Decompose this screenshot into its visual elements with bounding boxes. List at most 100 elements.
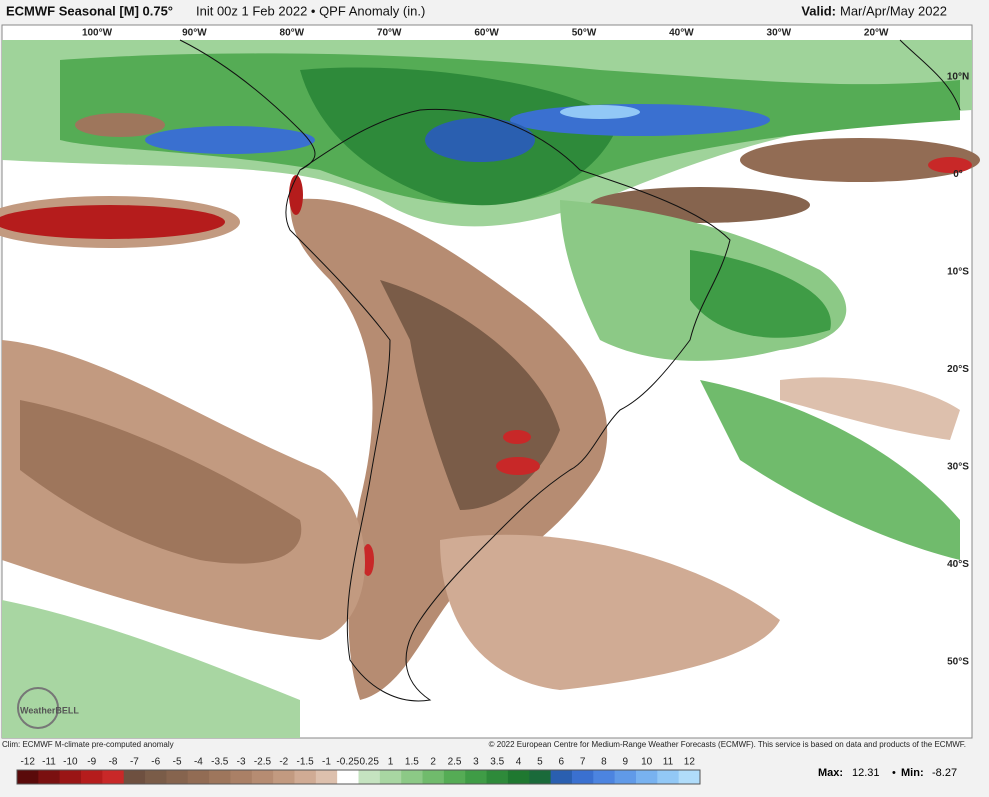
valid-value: Mar/Apr/May 2022 (840, 3, 947, 18)
min-value: -8.27 (932, 767, 957, 779)
colorbar-label: -11 (42, 757, 56, 768)
colorbar-label: -10 (63, 757, 78, 768)
colorbar-label: -6 (151, 757, 160, 768)
blue-area (145, 126, 315, 154)
brown-area (780, 377, 960, 440)
max-label: Max: (818, 767, 843, 779)
blue-area (510, 104, 770, 136)
colorbar-swatch (358, 770, 381, 784)
colorbar-swatch (422, 770, 445, 784)
colorbar-swatch (443, 770, 466, 784)
green-area (700, 380, 960, 560)
colorbar-swatch (678, 770, 701, 784)
longitude-label: 90°W (182, 28, 207, 39)
colorbar-swatch (571, 770, 594, 784)
coastline (899, 39, 961, 111)
colorbar-label: -5 (173, 757, 182, 768)
colorbar-label: 3 (473, 757, 479, 768)
colorbar-label: 10 (641, 757, 653, 768)
green-area (690, 250, 831, 338)
brown-area (75, 113, 165, 137)
colorbar-swatch (635, 770, 658, 784)
red-area (362, 544, 374, 576)
colorbar-frame (16, 769, 701, 785)
colorbar-swatch (657, 770, 680, 784)
red-area (503, 430, 531, 444)
colorbar-label: -4 (194, 757, 203, 768)
colorbar-swatch (59, 770, 82, 784)
colorbar-swatch (593, 770, 616, 784)
colorbar: -12 -11 -10 -9 -8 -7 -6 -5 -4 -3.5 -3 -2.5 -2 -1.5 -1-… (16, 757, 701, 785)
colorbar-label: -2 (279, 757, 288, 768)
colorbar-swatch (486, 770, 509, 784)
blue-area (425, 118, 535, 162)
colorbar-label: -12 (20, 757, 35, 768)
colorbar-label: 7 (580, 757, 586, 768)
colorbar-label: 5 (537, 757, 543, 768)
colorbar-swatch (614, 770, 637, 784)
min-label: Min: (901, 767, 924, 779)
colorbar-swatch (337, 770, 359, 784)
footer-right: © 2022 European Centre for Medium-Range … (489, 740, 966, 749)
title: ECMWF Seasonal [M] 0.75° (6, 3, 173, 18)
coastline (285, 108, 731, 702)
colorbar-label: 4 (516, 757, 522, 768)
colorbar-swatch (145, 770, 167, 784)
longitude-label: 100°W (82, 28, 113, 39)
red-area (496, 457, 540, 475)
colorbar-swatch (187, 770, 210, 784)
longitude-label: 80°W (280, 28, 305, 39)
longitude-label: 60°W (474, 28, 499, 39)
longitude-label: 40°W (669, 28, 694, 39)
colorbar-label: 0.25 (359, 757, 379, 768)
colorbar-swatch (123, 770, 146, 784)
separator: • (892, 767, 896, 779)
colorbar-label: 12 (684, 757, 696, 768)
longitude-label: 50°W (572, 28, 597, 39)
valid-label: Valid: (801, 3, 836, 18)
green-area (2, 600, 300, 738)
brown-area (440, 534, 780, 690)
colorbar-swatch (401, 770, 424, 784)
colorbar-swatch (17, 770, 39, 784)
colorbar-label: -3.5 (211, 757, 229, 768)
latitude-label: 50°S (947, 657, 969, 668)
colorbar-label: -1.5 (297, 757, 315, 768)
red-area (928, 157, 972, 173)
colorbar-label: 8 (601, 757, 607, 768)
brown-area (380, 280, 560, 510)
colorbar-label: 2.5 (448, 757, 462, 768)
logo-icon (17, 687, 59, 729)
colorbar-swatch (465, 770, 488, 784)
colorbar-swatch (81, 770, 103, 784)
colorbar-label: 3.5 (490, 757, 504, 768)
latitude-label: 40°S (947, 559, 969, 570)
colorbar-swatch (251, 770, 274, 784)
latitude-label: 10°S (947, 267, 969, 278)
latitude-label: 30°S (947, 462, 969, 473)
colorbar-swatch (294, 770, 317, 784)
colorbar-label: -0.25 (336, 757, 359, 768)
colorbar-swatch (529, 770, 552, 784)
colorbar-swatch (230, 770, 253, 784)
latitude-label: 10°N (947, 72, 969, 83)
colorbar-label: 11 (663, 757, 674, 768)
latitude-label: 20°S (947, 364, 969, 375)
longitude-labels: 100°W 90°W 80°W 70°W 60°W 50°W 40°W 30°W 20°W (82, 28, 889, 39)
subtitle: Init 00z 1 Feb 2022 • QPF Anomaly (in.) (196, 3, 425, 18)
brown-area (20, 400, 302, 564)
longitude-label: 30°W (767, 28, 792, 39)
map: 100°W 90°W 80°W 70°W 60°W 50°W 40°W 30°W 20°W 10… (0, 24, 980, 739)
colorbar-label: -3 (237, 757, 246, 768)
colorbar-label: 6 (558, 757, 564, 768)
colorbar-label: -8 (109, 757, 118, 768)
colorbar-label: 1 (388, 757, 394, 768)
coastline (179, 39, 316, 171)
footer-left: Clim: ECMWF M-climate pre-computed anoma… (2, 740, 174, 749)
longitude-label: 20°W (864, 28, 889, 39)
colorbar-swatch (209, 770, 231, 784)
colorbar-swatch (315, 770, 338, 784)
colorbar-swatch (38, 770, 61, 784)
colorbar-label: -9 (87, 757, 96, 768)
